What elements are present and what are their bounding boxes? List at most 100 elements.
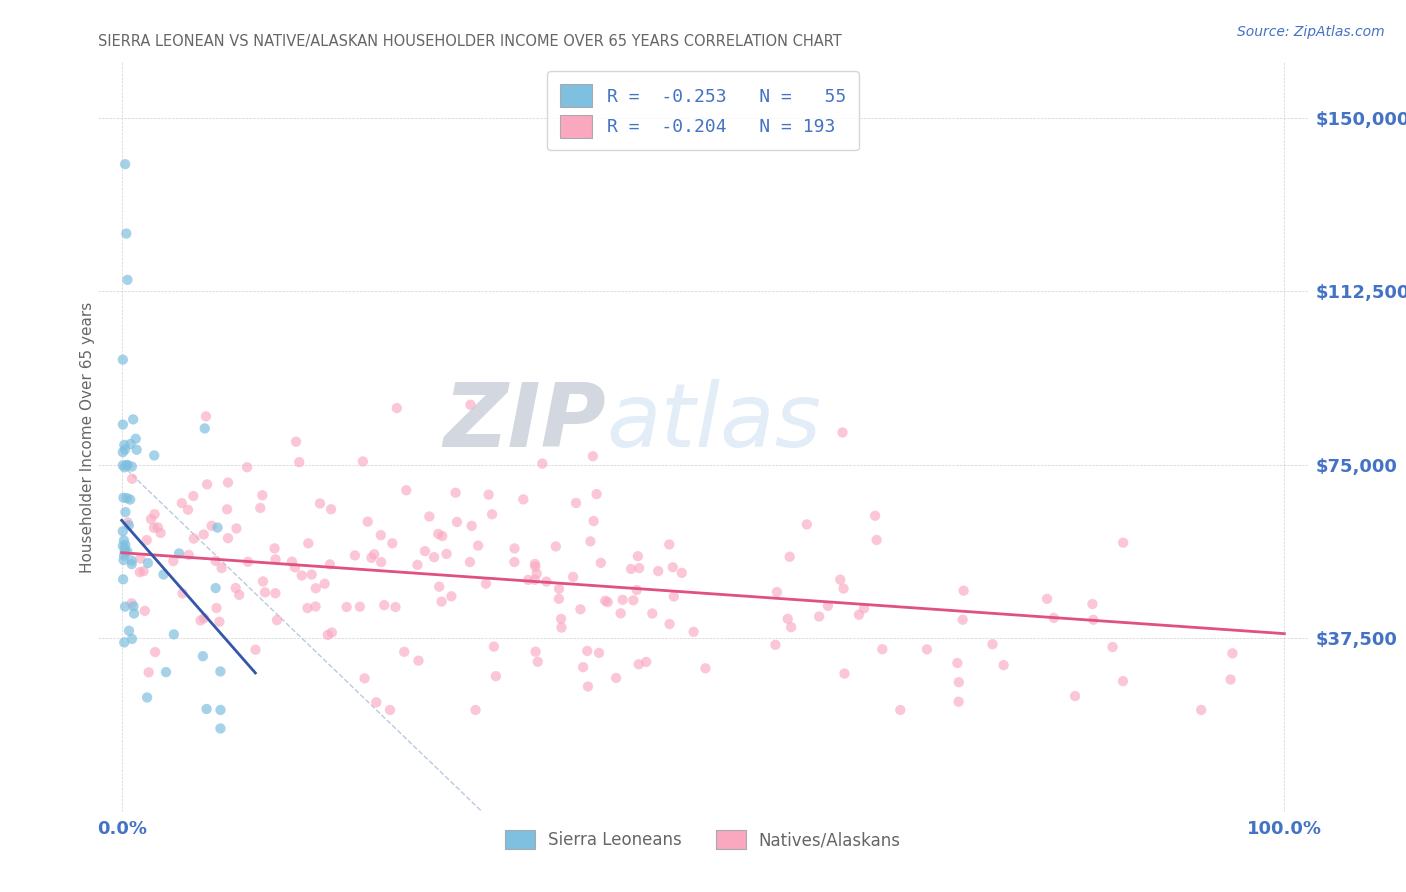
- Point: [808, 609, 831, 624]
- Point: [134, 604, 156, 618]
- Point: [297, 601, 319, 615]
- Point: [524, 645, 547, 659]
- Point: [121, 632, 143, 646]
- Point: [122, 599, 145, 614]
- Point: [135, 533, 157, 548]
- Point: [1036, 591, 1059, 606]
- Text: Source: ZipAtlas.com: Source: ZipAtlas.com: [1237, 25, 1385, 39]
- Point: [162, 554, 184, 568]
- Point: [596, 595, 619, 609]
- Point: [427, 580, 450, 594]
- Point: [114, 545, 136, 559]
- Point: [114, 505, 136, 519]
- Point: [915, 642, 938, 657]
- Point: [228, 588, 250, 602]
- Point: [834, 666, 856, 681]
- Point: [832, 582, 855, 596]
- Point: [406, 558, 429, 572]
- Point: [517, 573, 540, 587]
- Point: [582, 514, 605, 528]
- Point: [121, 459, 143, 474]
- Point: [481, 508, 503, 522]
- Point: [464, 703, 486, 717]
- Legend: Sierra Leoneans, Natives/Alaskans: Sierra Leoneans, Natives/Alaskans: [499, 823, 907, 855]
- Point: [562, 570, 585, 584]
- Point: [779, 549, 801, 564]
- Point: [319, 558, 342, 572]
- Y-axis label: Householder Income Over 65 years: Householder Income Over 65 years: [80, 301, 94, 573]
- Point: [170, 496, 193, 510]
- Point: [114, 442, 136, 457]
- Point: [209, 722, 232, 736]
- Point: [136, 556, 159, 570]
- Point: [872, 642, 894, 657]
- Point: [252, 488, 274, 502]
- Point: [385, 401, 408, 416]
- Point: [195, 409, 218, 424]
- Point: [142, 521, 165, 535]
- Point: [952, 613, 974, 627]
- Point: [817, 599, 839, 613]
- Point: [585, 487, 607, 501]
- Point: [112, 438, 135, 452]
- Point: [427, 527, 450, 541]
- Point: [460, 398, 482, 412]
- Point: [120, 437, 142, 451]
- Point: [167, 546, 190, 560]
- Point: [467, 539, 489, 553]
- Point: [444, 485, 467, 500]
- Point: [363, 547, 385, 561]
- Point: [177, 548, 200, 562]
- Point: [384, 600, 406, 615]
- Point: [118, 624, 141, 638]
- Point: [128, 565, 150, 579]
- Point: [195, 702, 218, 716]
- Point: [432, 529, 454, 543]
- Point: [195, 477, 218, 491]
- Point: [152, 567, 174, 582]
- Point: [1101, 640, 1123, 654]
- Point: [281, 555, 304, 569]
- Point: [423, 550, 446, 565]
- Point: [236, 460, 259, 475]
- Point: [121, 596, 143, 610]
- Point: [291, 568, 314, 582]
- Point: [889, 703, 911, 717]
- Point: [536, 574, 558, 589]
- Point: [266, 613, 288, 627]
- Point: [526, 566, 548, 581]
- Point: [482, 640, 505, 654]
- Point: [264, 586, 287, 600]
- Point: [446, 515, 468, 529]
- Point: [360, 550, 382, 565]
- Point: [848, 607, 870, 622]
- Point: [948, 695, 970, 709]
- Point: [112, 491, 135, 505]
- Point: [209, 703, 232, 717]
- Point: [217, 475, 239, 490]
- Point: [249, 500, 271, 515]
- Point: [136, 690, 159, 705]
- Point: [143, 645, 166, 659]
- Point: [671, 566, 693, 580]
- Point: [662, 590, 685, 604]
- Point: [394, 645, 416, 659]
- Point: [138, 665, 160, 680]
- Point: [503, 541, 526, 556]
- Point: [115, 227, 138, 241]
- Point: [831, 425, 853, 440]
- Point: [112, 549, 135, 563]
- Point: [285, 434, 308, 449]
- Point: [117, 516, 139, 530]
- Point: [512, 492, 534, 507]
- Point: [695, 661, 717, 675]
- Point: [523, 573, 546, 587]
- Point: [1064, 689, 1087, 703]
- Point: [1189, 703, 1212, 717]
- Point: [485, 669, 508, 683]
- Point: [780, 620, 803, 634]
- Point: [191, 649, 214, 664]
- Point: [225, 581, 247, 595]
- Point: [149, 525, 172, 540]
- Point: [627, 549, 650, 564]
